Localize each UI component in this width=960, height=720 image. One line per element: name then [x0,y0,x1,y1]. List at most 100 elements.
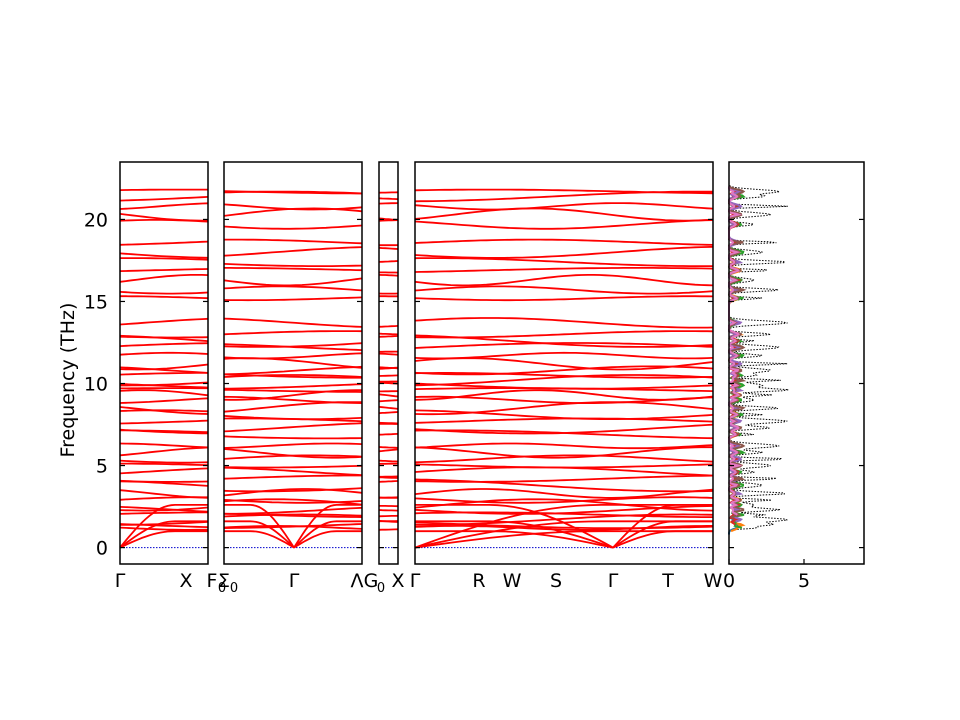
band-line [223,442,363,449]
band-line [223,373,362,379]
band-line [223,506,363,515]
band-line [414,219,714,230]
band-line [223,388,363,393]
panel-frame [119,161,209,565]
band-line [378,411,399,414]
band-line [223,285,363,292]
band-line [223,488,363,497]
acoustic-branch [612,520,713,549]
band-line [119,351,209,356]
x-tick-subscript: 0 [377,581,385,596]
band-line [414,274,714,287]
acoustic-branch [293,504,362,549]
band-line [414,317,714,329]
tick-marks [120,218,864,564]
acoustic-branch [119,504,208,549]
band-lines [119,188,714,549]
band-line [378,509,399,512]
band-line [414,351,714,360]
x-tick-label: Γ [289,570,300,592]
band-line [414,409,714,420]
band-line [378,528,399,531]
band-line [414,382,714,390]
band-line [119,389,209,397]
segment-gamma-x [119,188,209,549]
acoustic-branch [612,530,713,549]
acoustic-branch [414,530,713,549]
x-tick-label: T [661,570,674,592]
acoustic-branch [119,530,208,549]
band-line [223,365,363,376]
dos-x-tick-label: 0 [723,570,735,592]
x-tick-label: R [472,570,485,592]
y-tick-label: 20 [84,209,108,231]
panel-frame [378,161,399,565]
band-line [223,513,363,518]
band-line [414,207,714,222]
dos-curves [727,183,789,538]
band-line [378,335,399,338]
band-line [378,480,399,483]
band-line [414,372,714,379]
band-line [414,342,714,349]
band-line [414,466,714,477]
band-line [119,428,209,435]
band-line [378,197,399,201]
x-tick-subscript: 0 [230,581,238,596]
band-line [378,406,399,410]
band-line [378,352,399,356]
band-line [378,325,399,328]
band-line [414,238,714,246]
band-line [223,263,363,267]
band-line [119,480,209,483]
band-line [414,257,713,267]
acoustic-branch [224,530,295,549]
band-line [224,238,363,245]
band-line [119,506,209,513]
band-line [414,498,714,512]
band-line [119,372,208,376]
band-line [378,247,399,250]
band-line [223,296,363,302]
band-line [223,448,363,459]
band-line [223,499,363,504]
band-line [119,511,208,515]
band-line [415,513,714,526]
band-line [378,520,399,523]
band-line [119,213,209,222]
band-line [119,526,209,531]
band-line [119,363,209,371]
acoustic-branch [224,520,295,549]
band-line [119,442,209,449]
band-line [378,260,399,263]
band-line [223,246,363,257]
band-line [119,459,209,464]
band-line [378,374,399,377]
band-line [223,435,363,440]
x-tick-label: X [179,570,192,592]
band-line [223,464,363,469]
band-line [223,401,362,413]
acoustic-branch [415,530,614,549]
band-line [223,389,362,401]
y-tick-label: 0 [96,538,108,560]
band-line [378,514,399,518]
band-line [120,462,209,467]
acoustic-branch [293,520,362,549]
band-line [378,446,399,449]
segment-g0-x [378,191,399,549]
acoustic-branch [414,504,713,549]
band-line [119,409,209,413]
band-line [414,401,714,416]
band-line [414,474,714,483]
band-line [223,352,363,360]
x-tick-subscript: 0 [218,581,226,596]
band-line [378,399,399,403]
band-line [119,268,209,272]
band-line [414,417,714,424]
band-line [119,366,209,374]
band-line [223,277,363,287]
band-line [414,330,714,339]
